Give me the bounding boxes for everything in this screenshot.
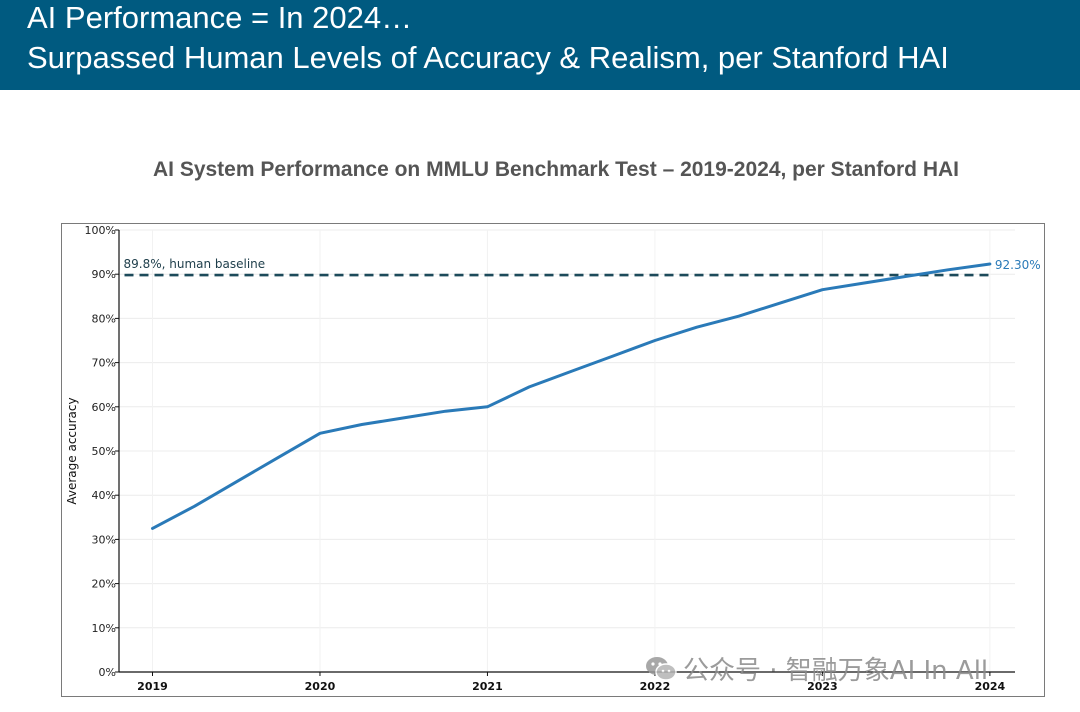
watermark: 公众号 · 智融万象AI In All bbox=[645, 650, 988, 687]
x-tick-label: 2019 bbox=[137, 680, 168, 693]
end-value-label: 92.30% bbox=[995, 258, 1041, 272]
y-tick-label: 40% bbox=[92, 489, 116, 502]
y-tick-label: 100% bbox=[85, 224, 116, 237]
y-axis-label: Average accuracy bbox=[65, 397, 79, 504]
y-tick-label: 80% bbox=[92, 312, 116, 325]
y-tick-label: 20% bbox=[92, 578, 116, 591]
y-tick-label: 50% bbox=[92, 445, 116, 458]
watermark-text: 公众号 · 智融万象AI In All bbox=[683, 656, 989, 686]
wechat-icon bbox=[645, 655, 677, 683]
y-tick-label: 0% bbox=[99, 666, 116, 679]
chart-frame bbox=[61, 223, 1045, 697]
chart-title: AI System Performance on MMLU Benchmark … bbox=[152, 158, 960, 181]
x-tick-label: 2023 bbox=[807, 680, 838, 693]
x-tick-label: 2021 bbox=[472, 680, 503, 693]
series-line-ai-system bbox=[151, 262, 992, 530]
x-tick-label: 2024 bbox=[975, 680, 1006, 693]
x-tick-label: 2020 bbox=[305, 680, 336, 693]
banner-title-line-1: AI Performance = In 2024… bbox=[27, 0, 413, 35]
y-tick-label: 10% bbox=[92, 622, 116, 635]
y-tick-label: 30% bbox=[92, 533, 116, 546]
banner-title-line-2: Surpassed Human Levels of Accuracy & Rea… bbox=[27, 40, 949, 75]
y-tick-label: 60% bbox=[92, 401, 116, 414]
human-baseline-label: 89.8%, human baseline bbox=[123, 257, 265, 271]
y-tick-label: 90% bbox=[92, 268, 116, 281]
title-banner: AI Performance = In 2024… Surpassed Huma… bbox=[0, 0, 1080, 90]
x-tick-label: 2022 bbox=[640, 680, 671, 693]
y-tick-label: 70% bbox=[92, 357, 116, 370]
